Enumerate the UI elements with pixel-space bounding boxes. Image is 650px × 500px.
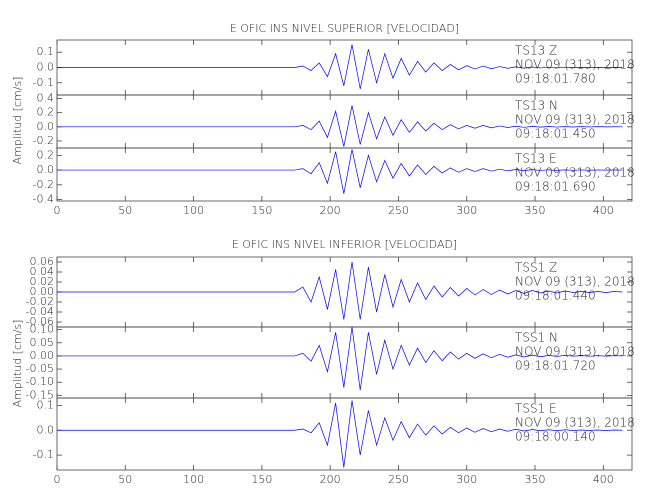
y-tick-label: 0.2 [37, 106, 55, 119]
y-tick-label: 0.1 [37, 398, 55, 411]
annotation: 09:18:01.440 [515, 289, 596, 303]
x-tick-label: 50 [118, 473, 132, 486]
waveform [57, 400, 623, 468]
x-tick-label: 250 [388, 473, 409, 486]
annotation: 09:18:00.140 [515, 430, 596, 444]
y-tick-label: 0.00 [30, 285, 55, 298]
y-axis-label: Amplitud [cm/s] [11, 77, 24, 165]
panel-frame [56, 397, 633, 471]
x-tick-label: 0 [54, 473, 61, 486]
x-tick-label: 100 [183, 473, 204, 486]
y-tick-label: -0.15 [26, 388, 54, 401]
y-tick-label: 0.05 [30, 336, 55, 349]
panel-frame [56, 147, 633, 202]
y-tick-label: 0.0 [37, 61, 55, 74]
waveform [57, 261, 623, 320]
x-tick-label: 100 [183, 204, 204, 217]
annotation: NOV 09 (313), 2018 [515, 113, 635, 127]
y-tick-label: 0.1 [37, 45, 55, 58]
y-tick-label: 0.0 [37, 120, 55, 133]
y-tick-label: -0.06 [26, 315, 54, 328]
annotation: TS13 Z [515, 44, 557, 58]
y-tick-label: 0.04 [30, 265, 55, 278]
annotation: 09:18:01.450 [515, 127, 596, 141]
annotation: NOV 09 (313), 2018 [515, 166, 635, 180]
annotation: TSS1 N [515, 331, 558, 345]
waveform [57, 149, 623, 194]
waveform [57, 105, 623, 147]
y-tick-label: -0.04 [26, 305, 54, 318]
annotation: 09:18:01.780 [515, 72, 596, 86]
annotation: TS13 N [515, 99, 558, 113]
y-tick-label: -0.2 [33, 134, 54, 147]
annotation: NOV 09 (313), 2018 [515, 58, 635, 72]
y-tick-label: -0.2 [33, 178, 54, 191]
x-tick-label: 200 [320, 473, 341, 486]
y-tick-label: 0.02 [30, 275, 55, 288]
x-tick-label: 50 [118, 204, 132, 217]
x-tick-label: 150 [251, 204, 272, 217]
y-tick-label: -0.02 [26, 295, 54, 308]
x-tick-label: 0 [54, 204, 61, 217]
annotation: TSS1 E [515, 402, 557, 416]
y-tick-label: -0.1 [33, 76, 54, 89]
annotation: TSS1 Z [515, 261, 557, 275]
x-tick-label: 400 [593, 204, 614, 217]
y-tick-label: 0.2 [37, 148, 55, 161]
y-tick-label: 0.06 [30, 255, 55, 268]
waveform [57, 44, 623, 89]
y-axis-label: Amplitud [cm/s] [11, 320, 24, 408]
annotation: NOV 09 (313), 2018 [515, 416, 635, 430]
x-tick-label: 150 [251, 473, 272, 486]
y-tick-label: 0.00 [30, 349, 55, 362]
y-tick-label: -0.05 [26, 362, 54, 375]
y-tick-label: 0.4 [37, 92, 55, 105]
y-tick-label: -0.4 [33, 193, 54, 206]
y-tick-label: -0.1 [33, 448, 54, 461]
x-tick-label: 300 [456, 204, 477, 217]
y-tick-label: -0.10 [26, 375, 54, 388]
annotation: 09:18:01.720 [515, 359, 596, 373]
x-tick-label: 350 [525, 204, 546, 217]
annotation: NOV 09 (313), 2018 [515, 345, 635, 359]
y-tick-label: 0.10 [30, 323, 55, 336]
waveform [57, 326, 623, 391]
x-tick-label: 300 [456, 473, 477, 486]
annotation: 09:18:01.690 [515, 180, 596, 194]
x-tick-label: 400 [593, 473, 614, 486]
x-tick-label: 200 [320, 204, 341, 217]
chart-title: E OFIC INS NIVEL SUPERIOR [VELOCIDAD] [230, 22, 459, 35]
x-tick-label: 350 [525, 473, 546, 486]
annotation: TS13 E [515, 152, 557, 166]
y-tick-label: 0.0 [37, 163, 55, 176]
x-tick-label: 250 [388, 204, 409, 217]
chart-title: E OFIC INS NIVEL INFERIOR [VELOCIDAD] [232, 238, 457, 251]
y-tick-label: 0.0 [37, 423, 55, 436]
annotation: NOV 09 (313), 2018 [515, 275, 635, 289]
